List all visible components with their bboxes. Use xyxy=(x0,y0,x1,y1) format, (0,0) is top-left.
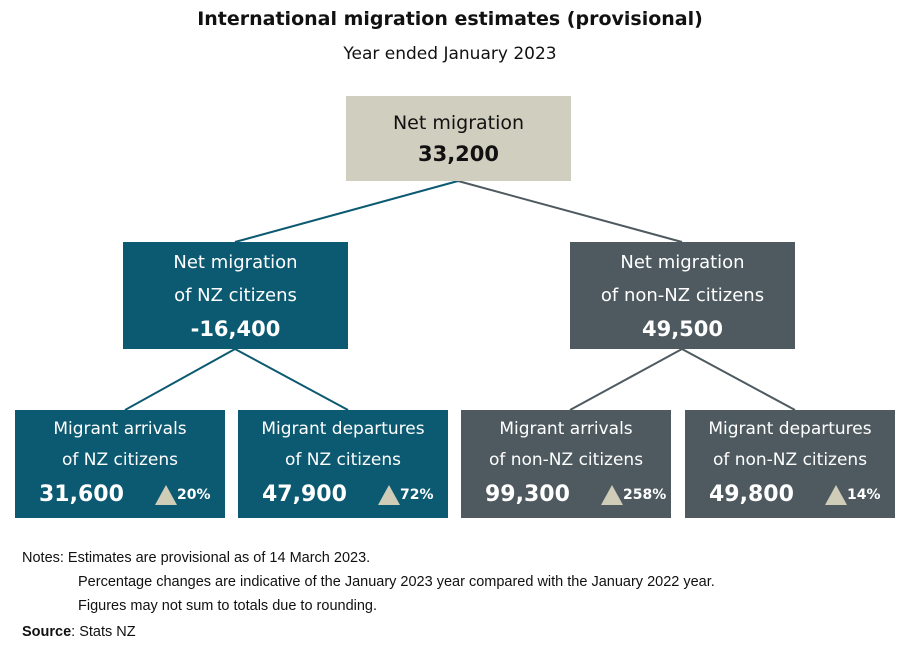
box-label: Net migration of NZ citizens xyxy=(173,252,298,306)
diagram-title: International migration estimates (provi… xyxy=(197,8,703,30)
box-label: Migrant departures of NZ citizens xyxy=(261,419,425,470)
triangle-up-icon xyxy=(601,485,623,505)
connector-right-arrivals xyxy=(569,348,683,411)
note-line: Notes: Estimates are provisional as of 1… xyxy=(22,550,371,566)
box-label: Migrant departures of non-NZ citizens xyxy=(708,419,872,470)
departures-non-nz-box: Migrant departures of non-NZ citizens 49,… xyxy=(685,410,895,518)
box-value: 49,800 xyxy=(709,482,794,507)
connector-left-arrivals xyxy=(124,348,236,411)
note-line: Figures may not sum to totals due to rou… xyxy=(78,598,378,614)
box-value: 49,500 xyxy=(641,317,724,341)
change-percent: 14% xyxy=(847,487,881,503)
box-value: 47,900 xyxy=(262,482,347,507)
box-label: Net migration of non-NZ citizens xyxy=(600,252,765,306)
connector-top-right xyxy=(457,180,683,243)
change-percent: 72% xyxy=(400,487,434,503)
box-label: Migrant arrivals of NZ citizens xyxy=(53,419,187,470)
change-percent: 258% xyxy=(623,487,667,503)
triangle-up-icon xyxy=(155,485,177,505)
box-value: 33,200 xyxy=(417,142,500,166)
net-migration-box: Net migration 33,200 xyxy=(346,96,571,181)
notes: Notes: Estimates are provisional as of 1… xyxy=(22,546,715,618)
connector-right-departures xyxy=(681,348,796,411)
change-percent: 20% xyxy=(177,487,211,503)
arrivals-nz-box: Migrant arrivals of NZ citizens 31,600 20% xyxy=(15,410,225,518)
connector-top-left xyxy=(234,180,459,243)
departures-nz-box: Migrant departures of NZ citizens 47,900 7… xyxy=(238,410,448,518)
box-label: Migrant arrivals of non-NZ citizens xyxy=(488,419,644,470)
source: Source: Stats NZ xyxy=(22,624,136,640)
connector-left-departures xyxy=(234,348,349,411)
arrivals-non-nz-box: Migrant arrivals of non-NZ citizens 99,30… xyxy=(461,410,671,518)
box-value: 99,300 xyxy=(485,482,570,507)
triangle-up-icon xyxy=(825,485,847,505)
note-line: Percentage changes are indicative of the… xyxy=(78,574,715,590)
box-label: Net migration xyxy=(392,112,525,134)
box-value: 31,600 xyxy=(39,482,124,507)
triangle-up-icon xyxy=(378,485,400,505)
net-migration-non-nz-box: Net migration of non-NZ citizens 49,500 xyxy=(570,242,795,349)
diagram-subtitle: Year ended January 2023 xyxy=(343,44,557,64)
net-migration-nz-box: Net migration of NZ citizens -16,400 xyxy=(123,242,348,349)
box-value: -16,400 xyxy=(190,317,281,341)
